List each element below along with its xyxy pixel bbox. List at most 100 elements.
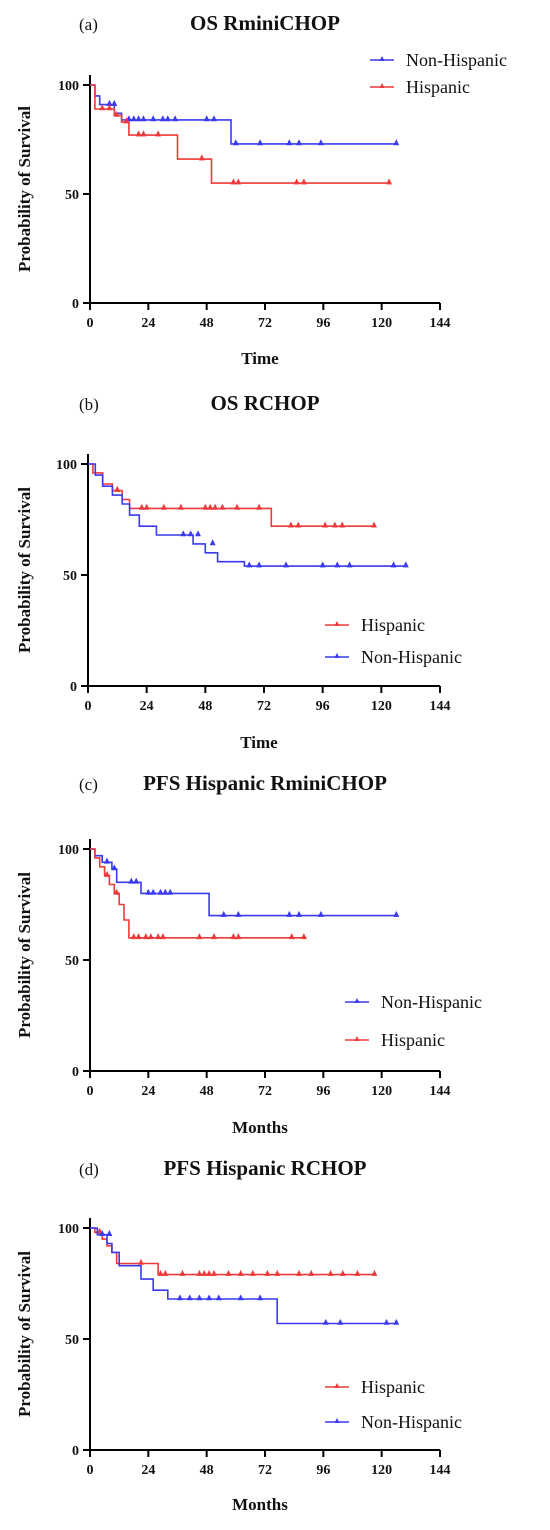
censor-mark (106, 104, 113, 111)
censor-mark (159, 933, 166, 940)
censor-mark (225, 1269, 232, 1276)
legend-label: Non-Hispanic (381, 992, 482, 1012)
censor-mark (104, 870, 110, 877)
x-tick-label: 72 (258, 1463, 272, 1478)
legend-marker (334, 1383, 340, 1388)
y-tick-label: 50 (65, 954, 79, 969)
censor-mark (138, 1258, 144, 1265)
censor-mark (296, 1269, 302, 1276)
censor-mark (331, 521, 338, 528)
censor-mark (114, 485, 121, 492)
censor-mark (211, 1269, 217, 1276)
censor-mark (128, 877, 135, 884)
censor-mark (257, 1294, 264, 1301)
censor-mark (256, 503, 263, 510)
censor-mark (155, 933, 162, 940)
legend-marker (379, 56, 385, 61)
y-tick-label: 100 (58, 843, 79, 858)
x-tick-label: 0 (87, 1084, 94, 1099)
legend-item: Non-Hispanic (370, 50, 507, 70)
x-tick-label: 24 (141, 316, 155, 331)
censor-mark (106, 1230, 113, 1236)
censor-mark (177, 503, 184, 510)
x-tick-label: 24 (140, 699, 154, 714)
x-tick-label: 48 (200, 316, 214, 331)
censor-mark (235, 910, 242, 917)
censor-mark (286, 139, 293, 146)
panel-label: (a) (79, 15, 98, 34)
censor-mark (104, 857, 110, 864)
x-tick-label: 120 (371, 699, 392, 714)
censor-mark (186, 1294, 193, 1301)
censor-mark (206, 1269, 213, 1276)
censor-mark (123, 117, 130, 124)
censor-mark (198, 154, 205, 161)
censor-mark (383, 1318, 390, 1325)
censor-mark (157, 888, 164, 895)
censor-mark (212, 503, 219, 510)
censor-mark (293, 178, 300, 185)
censor-mark (317, 139, 324, 146)
x-tick-label: 144 (430, 1084, 451, 1099)
x-tick-label: 0 (85, 699, 92, 714)
censor-mark (211, 115, 217, 122)
x-tick-label: 0 (87, 1463, 94, 1478)
survival-step-line (90, 848, 307, 939)
legend-label: Non-Hispanic (361, 1412, 462, 1432)
legend-marker (334, 1418, 340, 1423)
censor-mark (160, 503, 167, 510)
x-tick-label: 72 (258, 316, 272, 331)
censor-mark (113, 888, 120, 895)
series-hispanic (90, 848, 307, 940)
censor-mark (164, 115, 171, 122)
panel-a: (a) OS RminiCHOP 0 24 48 72 96 120 144 0 50 100 Time… (15, 11, 507, 368)
legend-label: Hispanic (406, 77, 470, 97)
x-axis-title: Time (241, 349, 279, 368)
censor-mark (327, 1269, 334, 1276)
series-non-hispanic (90, 848, 400, 917)
panel-b: (b) OS RCHOP 0 24 48 72 96 120 144 0 50 100 Time Prob… (15, 391, 462, 752)
y-tick-label: 100 (56, 458, 77, 473)
x-tick-label: 96 (316, 1084, 330, 1099)
censor-mark (159, 115, 166, 122)
censor-mark (371, 1269, 378, 1276)
legend-label: Non-Hispanic (406, 50, 507, 70)
censor-mark (283, 561, 289, 568)
y-axis-title: Probability of Survival (15, 106, 34, 272)
censor-mark (180, 530, 187, 537)
censor-mark (337, 1318, 344, 1325)
censor-mark (308, 1269, 315, 1276)
censor-mark (111, 99, 118, 106)
x-tick-label: 144 (430, 699, 451, 714)
censor-mark (143, 503, 150, 510)
censor-mark (393, 910, 400, 917)
y-tick-label: 100 (58, 79, 79, 94)
censor-mark (249, 1269, 256, 1276)
censor-mark (264, 1269, 271, 1276)
panel-d: (d) PFS Hispanic RCHOP 0 24 48 72 96 120 144 0 50 1… (15, 1156, 462, 1514)
censor-mark (246, 561, 253, 568)
censor-mark (150, 115, 157, 122)
chart-title: OS RCHOP (210, 391, 319, 415)
censor-mark (317, 910, 324, 917)
panel-c: (c) PFS Hispanic RminiCHOP 0 24 48 72 96 120 144… (15, 771, 482, 1137)
censor-mark (232, 139, 239, 146)
legend-marker (334, 621, 340, 626)
y-axis-title: Probability of Survival (15, 1251, 34, 1417)
censor-mark (402, 561, 409, 568)
x-tick-label: 24 (141, 1084, 155, 1099)
censor-mark (135, 130, 142, 137)
y-tick-label: 0 (72, 297, 79, 312)
censor-mark (339, 1269, 346, 1276)
censor-mark (142, 933, 149, 940)
censor-mark (209, 539, 216, 546)
censor-mark (157, 1269, 164, 1276)
censor-mark (96, 1227, 103, 1234)
censor-mark (287, 521, 294, 528)
censor-mark (155, 130, 162, 137)
legend-item: Hispanic (370, 77, 470, 97)
censor-mark (140, 115, 147, 122)
censor-mark (339, 521, 346, 528)
censor-mark (196, 1294, 203, 1301)
